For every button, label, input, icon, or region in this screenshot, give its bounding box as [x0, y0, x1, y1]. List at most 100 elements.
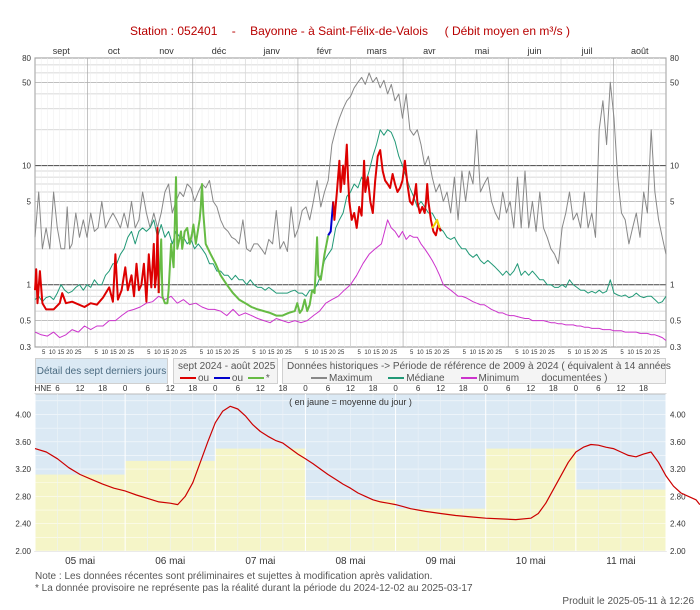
- detail-y-tick-right: 3.20: [670, 465, 686, 474]
- month-label: nov: [159, 46, 174, 56]
- y-tick-label: 1: [27, 281, 32, 290]
- day-tick-label: 25: [495, 350, 502, 356]
- y-tick-label-right: 1: [670, 281, 675, 290]
- y-tick-label-right: 10: [670, 162, 679, 171]
- day-tick-label: 20: [539, 350, 546, 356]
- daily-mean-bar: [485, 448, 576, 551]
- current-swatch: [180, 377, 196, 380]
- detail-y-tick-right: 2.00: [670, 547, 686, 556]
- historic-legend-title: Données historiques -> Période de référe…: [287, 361, 671, 372]
- hour-label: 6: [416, 384, 421, 393]
- month-label: mars: [367, 46, 387, 56]
- day-tick-label: 5: [252, 350, 256, 356]
- day-label: 06 mai: [155, 556, 185, 567]
- day-tick-label: 25: [601, 350, 608, 356]
- hour-label: 18: [459, 384, 468, 393]
- series-yellow: [431, 218, 441, 229]
- y-tick-label-right: 50: [670, 78, 679, 87]
- daily-mean-bar: [215, 448, 306, 551]
- day-tick-label: 15: [373, 350, 380, 356]
- day-label: 07 mai: [245, 556, 275, 567]
- or-label-1: ou: [198, 373, 210, 384]
- day-label: 08 mai: [335, 556, 365, 567]
- daily-mean-bar: [575, 489, 666, 551]
- day-tick-label: 25: [127, 350, 134, 356]
- y-tick-label-right: 0.5: [670, 317, 682, 326]
- measure-label: ( Débit moyen en m³/s ): [444, 24, 570, 38]
- day-tick-label: 25: [443, 350, 450, 356]
- series-current-blue: [327, 201, 335, 236]
- hour-label: 6: [145, 384, 150, 393]
- detail-y-tick: 2.00: [15, 547, 31, 556]
- period-legend-swatches: ou ou *: [178, 373, 270, 384]
- day-tick-label: 5: [568, 350, 572, 356]
- series-current-2: [332, 143, 442, 237]
- month-label: oct: [108, 46, 121, 56]
- y-tick-label-right: 5: [670, 197, 675, 206]
- station-code: Station : 052401: [129, 24, 218, 38]
- day-tick-label: 25: [338, 350, 345, 356]
- mediane-label: Médiane: [406, 373, 445, 384]
- detail-y-tick: 3.20: [15, 465, 31, 474]
- hour-label: 12: [256, 384, 265, 393]
- day-tick-label: 15: [636, 350, 643, 356]
- detail-y-axis-label: HNE: [35, 384, 52, 393]
- detail-y-tick-right: 2.80: [670, 492, 686, 501]
- day-tick-label: 5: [410, 350, 414, 356]
- hour-label: 18: [188, 384, 197, 393]
- detail-legend-label: Détail des sept derniers jours: [36, 365, 167, 377]
- hour-label: 6: [326, 384, 331, 393]
- month-label: déc: [212, 46, 227, 56]
- detail-y-tick: 2.40: [15, 520, 31, 529]
- day-tick-label: 15: [268, 350, 275, 356]
- historic-legend-note: documentées ): [541, 373, 608, 384]
- month-label: janv: [262, 46, 280, 56]
- day-tick-label: 15: [215, 350, 222, 356]
- day-tick-label: 20: [171, 350, 178, 356]
- y-tick-label-right: 0.3: [670, 343, 682, 352]
- day-tick-label: 10: [627, 350, 634, 356]
- month-label: avr: [423, 46, 436, 56]
- produced-timestamp: Produit le 2025-05-11 à 12:26: [562, 596, 694, 607]
- or-label-2: ou: [231, 373, 244, 384]
- daily-mean-annotation: ( en jaune = moyenne du jour ): [289, 397, 412, 407]
- month-label: août: [631, 46, 649, 56]
- month-label: sept: [53, 46, 71, 56]
- day-tick-label: 5: [357, 350, 361, 356]
- y-tick-label: 5: [27, 197, 32, 206]
- hour-label: 12: [346, 384, 355, 393]
- day-tick-label: 25: [285, 350, 292, 356]
- daily-mean-bar: [305, 499, 396, 551]
- day-tick-label: 10: [364, 350, 371, 356]
- daily-mean-bar: [125, 460, 216, 551]
- y-tick-label: 0.3: [20, 343, 32, 352]
- historic-legend-swatches: Maximum Médiane Minimum documentées ): [309, 373, 607, 384]
- minimum-label: Minimum: [478, 373, 520, 384]
- day-tick-label: 5: [147, 350, 151, 356]
- day-tick-label: 20: [329, 350, 336, 356]
- hour-label: 6: [506, 384, 511, 393]
- day-tick-label: 10: [312, 350, 319, 356]
- hour-label: 18: [98, 384, 107, 393]
- hour-label: 0: [393, 384, 398, 393]
- note-provisional: * La donnée provisoire ne représente pas…: [35, 583, 473, 594]
- detail-y-tick-right: 3.60: [670, 438, 686, 447]
- hour-label: 6: [596, 384, 601, 393]
- day-tick-label: 25: [180, 350, 187, 356]
- day-tick-label: 10: [207, 350, 214, 356]
- day-tick-label: 25: [653, 350, 660, 356]
- day-tick-label: 25: [233, 350, 240, 356]
- maximum-label: Maximum: [329, 373, 373, 384]
- day-tick-label: 20: [382, 350, 389, 356]
- maximum-swatch: [311, 377, 327, 380]
- day-tick-label: 15: [583, 350, 590, 356]
- day-tick-label: 10: [417, 350, 424, 356]
- day-label: 11 mai: [606, 556, 635, 567]
- day-tick-label: 10: [101, 350, 108, 356]
- day-tick-label: 15: [58, 350, 65, 356]
- day-tick-label: 5: [42, 350, 46, 356]
- day-tick-label: 10: [575, 350, 582, 356]
- day-tick-label: 25: [548, 350, 555, 356]
- detail-y-tick-right: 4.00: [670, 410, 686, 419]
